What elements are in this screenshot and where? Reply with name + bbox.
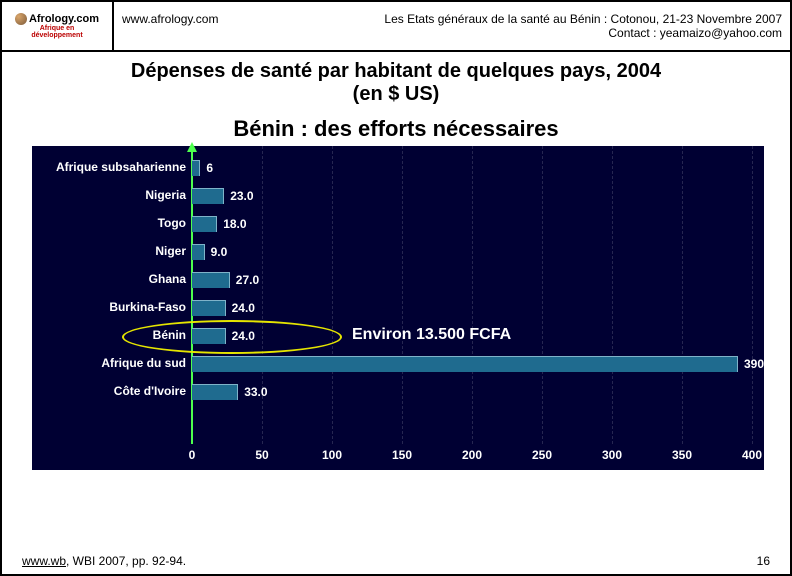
bar: [192, 384, 238, 400]
footer: www.wb, WBI 2007, pp. 92-94. 16: [22, 554, 770, 568]
x-tick: 50: [247, 448, 277, 462]
event-line: Les Etats généraux de la santé au Bénin …: [384, 12, 782, 26]
source-link[interactable]: www.wb: [22, 554, 66, 568]
chart-subtitle: Bénin : des efforts nécessaires: [2, 116, 790, 142]
header-text: www.afrology.com Les Etats généraux de l…: [114, 2, 790, 50]
annotation-text: Environ 13.500 FCFA: [352, 326, 511, 344]
x-tick: 400: [737, 448, 767, 462]
x-tick: 200: [457, 448, 487, 462]
category-label: Nigeria: [34, 188, 186, 202]
bar: [192, 300, 226, 316]
bar: [192, 356, 738, 372]
x-tick: 0: [177, 448, 207, 462]
category-label: Niger: [34, 244, 186, 258]
slide: Afrology.com Afrique en développement ww…: [0, 0, 792, 576]
x-tick: 150: [387, 448, 417, 462]
bar: [192, 216, 217, 232]
category-label: Burkina-Faso: [34, 300, 186, 314]
x-tick: 100: [317, 448, 347, 462]
category-label: Côte d'Ivoire: [34, 384, 186, 398]
contact-line: Contact : yeamaizo@yahoo.com: [608, 26, 782, 40]
bar-value: 27.0: [236, 273, 259, 287]
bar-value: 33.0: [244, 385, 267, 399]
title-line1: Dépenses de santé par habitant de quelqu…: [22, 60, 770, 83]
highlight-ellipse: [122, 320, 342, 354]
bar: [192, 244, 205, 260]
page-number: 16: [757, 554, 770, 568]
category-label: Togo: [34, 216, 186, 230]
bar-value: 18.0: [223, 217, 246, 231]
header: Afrology.com Afrique en développement ww…: [2, 2, 790, 52]
site-url: www.afrology.com: [122, 12, 218, 26]
logo-brand: Afrology.com: [29, 13, 99, 25]
x-tick: 300: [597, 448, 627, 462]
x-tick: 350: [667, 448, 697, 462]
chart-title: Dépenses de santé par habitant de quelqu…: [2, 52, 790, 110]
x-tick: 250: [527, 448, 557, 462]
axis-arrow-icon: [187, 142, 197, 152]
bar-value: 9.0: [211, 245, 228, 259]
logo: Afrology.com Afrique en développement: [2, 2, 114, 50]
logo-sub1: Afrique en: [40, 25, 75, 32]
globe-icon: [15, 13, 27, 25]
bar: [192, 272, 230, 288]
bar: [192, 160, 200, 176]
category-label: Afrique subsaharienne: [34, 160, 186, 174]
category-label: Afrique du sud: [34, 356, 186, 370]
bar: [192, 188, 224, 204]
title-line2: (en $ US): [22, 83, 770, 106]
bar-value: 6: [206, 161, 213, 175]
category-label: Ghana: [34, 272, 186, 286]
bar-value: 390.0: [744, 357, 774, 371]
bar-value: 23.0: [230, 189, 253, 203]
chart: Afrique subsaharienne 6 Nigeria 23.0 Togo 18.…: [32, 146, 760, 470]
bar-value: 24.0: [232, 301, 255, 315]
source-citation: www.wb, WBI 2007, pp. 92-94.: [22, 554, 186, 568]
logo-sub2: développement: [31, 32, 82, 39]
source-text: , WBI 2007, pp. 92-94.: [66, 554, 186, 568]
